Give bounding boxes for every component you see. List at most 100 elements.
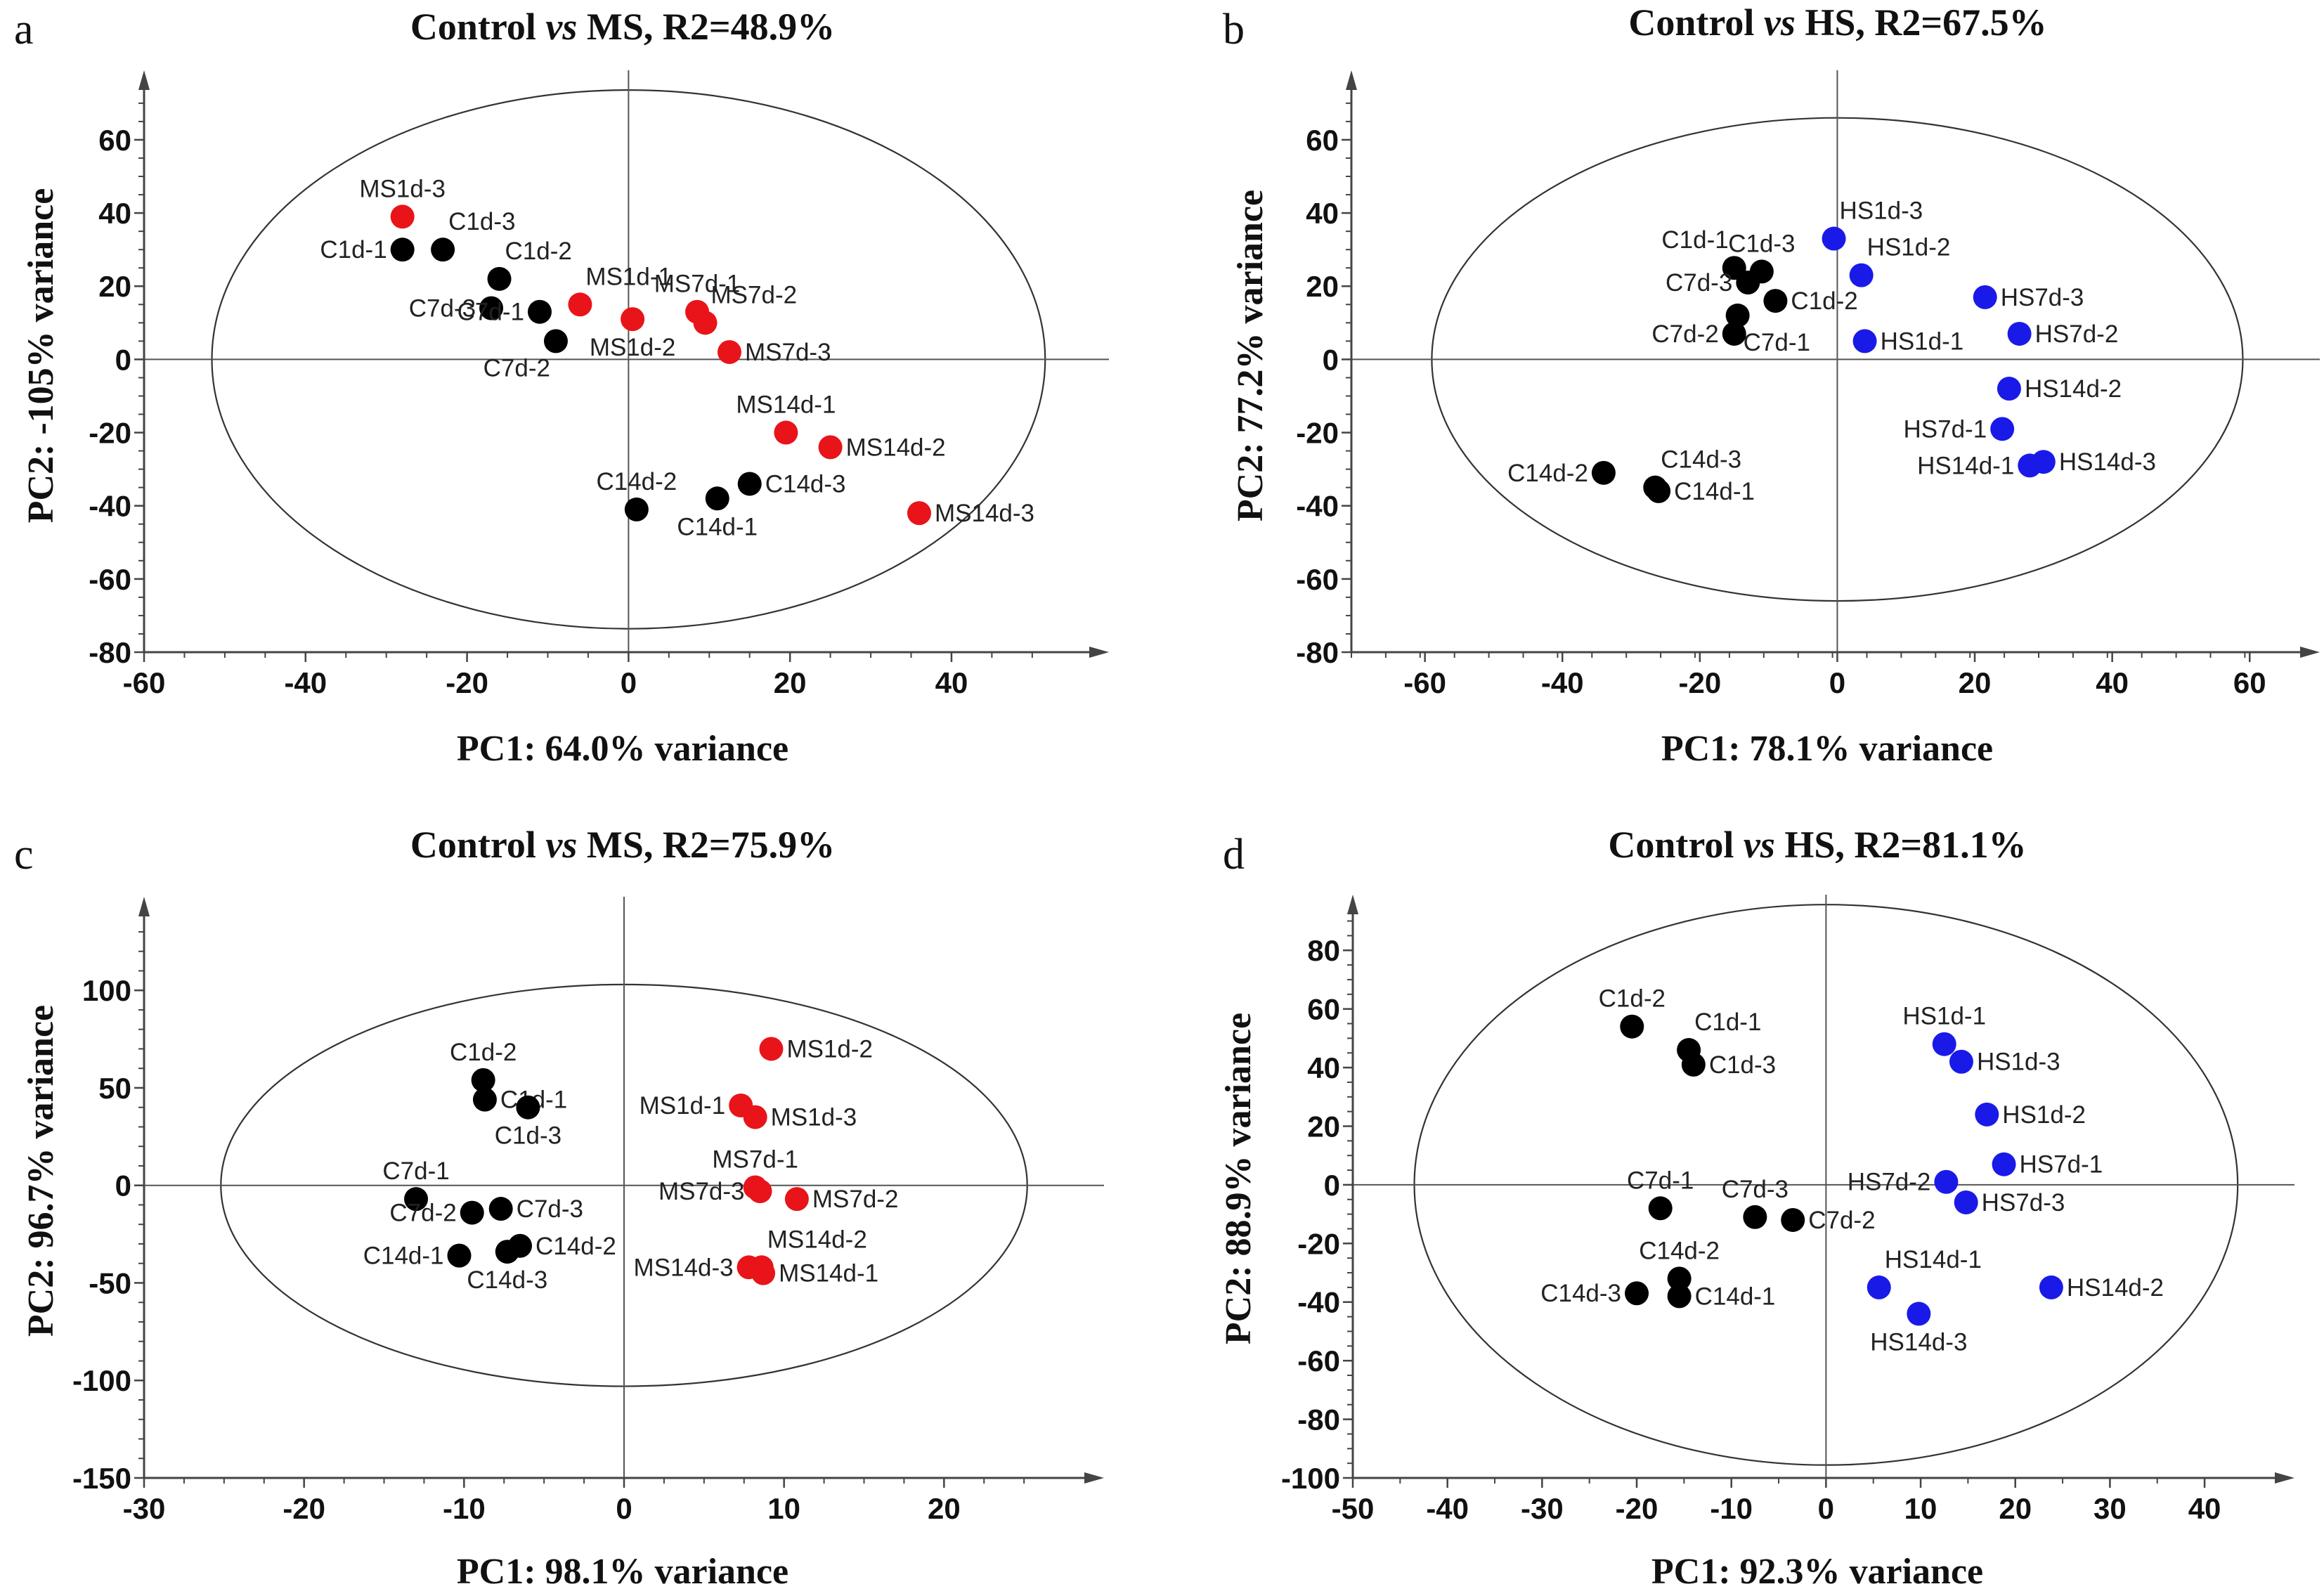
- x-axis-arrow-icon: [2275, 1472, 2294, 1484]
- y-tick-label: -20: [1297, 1227, 1340, 1260]
- data-point-ms: [907, 501, 931, 526]
- data-point-ms: [390, 205, 415, 229]
- point-label: C1d-2: [505, 238, 572, 265]
- point-label: MS1d-3: [771, 1104, 857, 1131]
- point-label: C7d-2: [1808, 1207, 1875, 1234]
- data-point-ms: [784, 1187, 809, 1212]
- point-label: C1d-3: [495, 1122, 561, 1150]
- data-point-ms: [743, 1105, 767, 1129]
- point-label: HS7d-3: [1982, 1189, 2065, 1217]
- y-tick-label: -20: [1296, 417, 1339, 450]
- data-point-c: [1743, 1205, 1767, 1229]
- y-tick-label: 0: [115, 343, 131, 376]
- data-point-ms: [748, 1179, 772, 1204]
- data-point-c: [1725, 303, 1750, 327]
- point-label: MS14d-1: [779, 1260, 878, 1287]
- x-tick-label: -40: [1541, 666, 1584, 699]
- point-label: HS14d-3: [2059, 448, 2156, 476]
- point-label: HS7d-3: [2001, 284, 2084, 311]
- data-point-c: [1681, 1052, 1706, 1077]
- data-point-c: [1763, 289, 1788, 313]
- y-tick-label: 40: [1306, 197, 1339, 230]
- point-label: MS14d-1: [736, 391, 836, 419]
- data-point-c: [624, 497, 649, 521]
- x-tick-label: 30: [2093, 1492, 2127, 1525]
- x-tick-label: -60: [123, 666, 166, 699]
- x-tick-label: 40: [2096, 666, 2129, 699]
- x-tick-label: -40: [284, 666, 327, 699]
- data-point-c: [404, 1187, 429, 1212]
- data-point-ms: [759, 1037, 784, 1061]
- y-axis-arrow-icon: [138, 897, 150, 916]
- y-tick-label: 60: [98, 124, 131, 157]
- data-point-hs: [1997, 377, 2021, 401]
- y-tick-label: -40: [1297, 1286, 1340, 1319]
- y-tick-label: -20: [89, 417, 131, 450]
- data-point-hs: [1932, 1032, 1956, 1056]
- x-tick-label: -20: [1616, 1492, 1658, 1525]
- point-label: C7d-2: [483, 354, 550, 382]
- y-axis-label: PC2: 88.9% variance: [1219, 1013, 1259, 1344]
- point-label: C14d-1: [677, 513, 758, 540]
- title-suffix: MS, R2=75.9%: [577, 824, 835, 866]
- data-point-hs: [1973, 285, 1997, 309]
- data-point-hs: [1849, 263, 1874, 287]
- title-prefix: Control: [1608, 824, 1744, 866]
- y-tick-label: 20: [1306, 270, 1339, 303]
- point-label: C7d-2: [389, 1200, 456, 1227]
- data-point-hs: [1992, 1152, 2016, 1176]
- panel-letter: a: [14, 6, 34, 53]
- data-point-c: [431, 238, 455, 262]
- y-tick-label: -100: [72, 1364, 131, 1397]
- point-label: C14d-2: [535, 1233, 616, 1260]
- point-label: HS1d-2: [2002, 1101, 2086, 1129]
- point-label: MS14d-3: [935, 500, 1034, 527]
- data-point-c: [447, 1243, 472, 1268]
- y-axis-arrow-icon: [138, 70, 150, 90]
- point-label: MS1d-2: [786, 1035, 873, 1063]
- point-label: C1d-1: [1661, 226, 1728, 254]
- chart-title: Control vs HS, R2=81.1%: [1608, 824, 2026, 866]
- data-point-c: [543, 329, 568, 353]
- chart-title: Control vs MS, R2=48.9%: [410, 6, 835, 48]
- x-tick-label: 10: [1904, 1492, 1937, 1525]
- point-label: C1d-2: [1791, 287, 1857, 315]
- panel-letter: c: [14, 831, 34, 878]
- y-tick-label: 0: [1324, 1169, 1340, 1202]
- point-label: MS14d-3: [634, 1254, 734, 1281]
- data-point-c: [472, 1087, 497, 1112]
- x-tick-label: 10: [767, 1492, 800, 1525]
- data-point-c: [1620, 1014, 1644, 1039]
- title-prefix: Control: [410, 6, 546, 48]
- data-point-c: [516, 1095, 540, 1120]
- point-label: HS14d-2: [2025, 375, 2122, 403]
- point-label: MS14d-2: [846, 434, 946, 461]
- data-point-ms: [717, 339, 741, 364]
- point-label: MS7d-3: [745, 339, 831, 366]
- data-point-c: [488, 1197, 513, 1221]
- point-label: MS7d-1: [654, 271, 741, 298]
- data-point-c: [479, 296, 504, 320]
- y-tick-label: -40: [1296, 490, 1339, 523]
- data-point-hs: [2007, 321, 2032, 346]
- point-label: C14d-3: [1540, 1280, 1621, 1307]
- point-label: MS1d-1: [585, 263, 672, 290]
- x-tick-label: -20: [446, 666, 488, 699]
- title-italic: vs: [1764, 1, 1796, 44]
- y-axis-label: PC2: 77.2% variance: [1231, 190, 1271, 521]
- point-label: HS14d-1: [1917, 452, 2014, 479]
- panel-c-scatter: c Control vs MS, R2=75.9%-30 -20 -10 0 10 20-1…: [14, 824, 1104, 1592]
- point-label: MS1d-2: [590, 334, 676, 361]
- point-label: C1d-1: [320, 236, 387, 264]
- x-axis-label: PC1: 92.3% variance: [1651, 1552, 1983, 1592]
- point-label: MS7d-3: [658, 1178, 745, 1205]
- x-tick-label: -50: [1332, 1492, 1375, 1525]
- x-tick-label: -20: [1678, 666, 1721, 699]
- y-tick-label: 0: [115, 1169, 131, 1202]
- point-label: MS7d-1: [712, 1146, 798, 1174]
- x-tick-label: 60: [2233, 666, 2266, 699]
- data-point-hs: [1822, 226, 1846, 251]
- x-tick-label: -60: [1403, 666, 1446, 699]
- point-label: C7d-3: [1666, 269, 1732, 297]
- point-label: HS1d-1: [1881, 327, 1964, 355]
